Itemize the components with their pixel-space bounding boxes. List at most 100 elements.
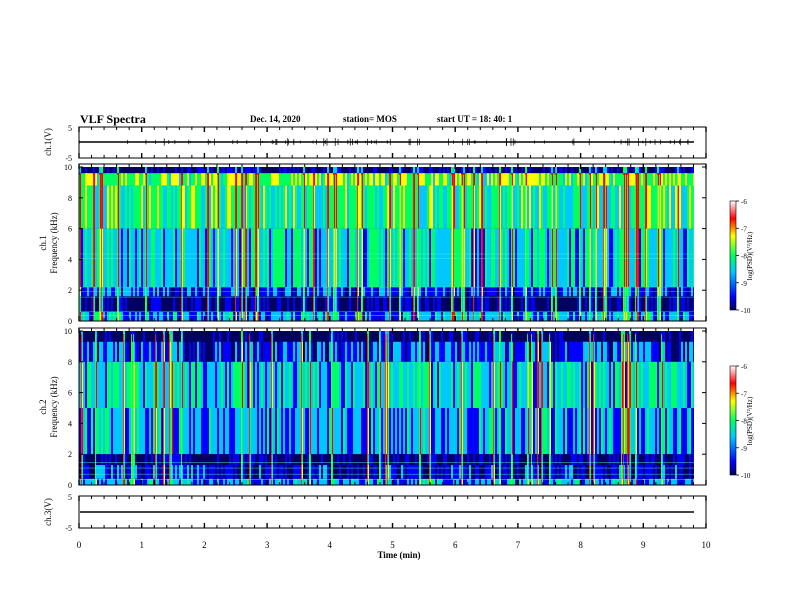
spectrogram-cell (393, 167, 395, 174)
sferic-streak (511, 334, 512, 485)
spectrogram-cell (435, 185, 437, 229)
spectrogram-cell (445, 408, 447, 455)
spectrogram-cell (303, 478, 305, 485)
spectrogram-cell (333, 464, 335, 479)
spectrogram-cell (497, 185, 499, 229)
spectrogram-cell (405, 167, 407, 174)
spectrogram-cell (295, 296, 297, 312)
spectrogram-cell (607, 331, 609, 342)
spectrogram-cell (447, 464, 449, 479)
spectrogram-cell (581, 478, 583, 485)
spectrogram-cell (195, 331, 197, 342)
spectrogram-cell (689, 361, 691, 408)
spectrogram-cell (535, 361, 537, 408)
spectrogram-cell (283, 408, 285, 455)
spectrogram-cell (219, 341, 221, 362)
spectrogram-cell (443, 167, 445, 174)
spectrogram-cell (103, 311, 105, 321)
spectrogram-cell (83, 341, 85, 362)
spectrogram-cell (165, 361, 167, 408)
spectrogram-cell (531, 185, 533, 229)
spectrogram-cell (671, 341, 673, 362)
spectrogram-cell (351, 478, 353, 485)
spectrogram-cell (655, 185, 657, 229)
spectrogram-cell (361, 478, 363, 485)
spectrogram-cell (369, 167, 371, 174)
spectrogram-cell (565, 361, 567, 408)
spectrogram-cell (619, 454, 621, 465)
spectrogram-cell (355, 173, 357, 186)
spectrogram-cell (499, 167, 501, 174)
spectrogram-cell (641, 341, 643, 362)
spectrogram-cell (411, 185, 413, 229)
spectrogram-cell (381, 341, 383, 362)
spectrogram-cell (189, 361, 191, 408)
spectrogram-cell (267, 478, 269, 485)
spectrogram-cell (491, 454, 493, 465)
spectrogram-cell (349, 478, 351, 485)
spectrogram-cell (381, 167, 383, 174)
spectrogram-cell (509, 185, 511, 229)
spectrogram-cell (89, 173, 91, 186)
spectrogram-cell (447, 296, 449, 312)
spectrogram-cell (325, 341, 327, 362)
spectrogram-cell (139, 341, 141, 362)
spectrogram-cell (279, 361, 281, 408)
spectrogram-cell (485, 173, 487, 186)
spectrogram-cell (681, 454, 683, 465)
spectrogram-cell (275, 341, 277, 362)
spectrogram-cell (577, 167, 579, 174)
spectrogram-cell (121, 167, 123, 174)
spectrogram-cell (289, 454, 291, 465)
spectrogram-cell (531, 167, 533, 174)
spectrogram-cell (209, 454, 211, 465)
spectrogram-cell (107, 228, 109, 288)
spectrogram-cell (103, 454, 105, 465)
spectrogram-cell (339, 331, 341, 342)
spectrogram-cell (439, 173, 441, 186)
spectrogram-cell (281, 296, 283, 312)
spectrogram-cell (159, 454, 161, 465)
spectrogram-cell (117, 167, 119, 174)
spectrogram-cell (201, 408, 203, 455)
spectrogram-cell (395, 185, 397, 229)
spectrogram-cell (159, 296, 161, 312)
spectrogram-cell (619, 341, 621, 362)
spectrogram-cell (657, 341, 659, 362)
spectrogram-cell (227, 173, 229, 186)
spectrogram-cell (573, 228, 575, 288)
spectrogram-cell (515, 167, 517, 174)
spectrogram-cell (265, 361, 267, 408)
spectrogram-cell (573, 296, 575, 312)
spectrogram-cell (445, 311, 447, 321)
spectrogram-cell (113, 331, 115, 342)
spectrogram-cell (239, 296, 241, 312)
spectrogram-cell (283, 173, 285, 186)
spectrogram-cell (133, 173, 135, 186)
spectrogram-cell (183, 478, 185, 485)
spectrogram-cell (449, 228, 451, 288)
spectrogram-cell (223, 454, 225, 465)
spectrogram-cell (121, 478, 123, 485)
spectrogram-cell (451, 464, 453, 479)
spectrogram-cell (195, 478, 197, 485)
spectrogram-cell (113, 311, 115, 321)
spectrogram-cell (495, 331, 497, 342)
spectrogram-cell (559, 408, 561, 455)
spectrogram-cell (503, 361, 505, 408)
spectrogram-cell (263, 464, 265, 479)
spectrogram-cell (501, 173, 503, 186)
spectrogram-cell (307, 361, 309, 408)
spectrogram-cell (497, 296, 499, 312)
spectrogram-cell (595, 361, 597, 408)
spectrogram-cell (691, 167, 693, 174)
spectrogram-cell (261, 185, 263, 229)
spectrogram-cell (453, 361, 455, 408)
spectrogram-cell (649, 311, 651, 321)
spectrogram-cell (665, 341, 667, 362)
spectrogram-cell (329, 296, 331, 312)
spectrogram-cell (369, 361, 371, 408)
spectrogram-cell (615, 296, 617, 312)
spectrogram-cell (345, 228, 347, 288)
spectrogram-cell (175, 167, 177, 174)
